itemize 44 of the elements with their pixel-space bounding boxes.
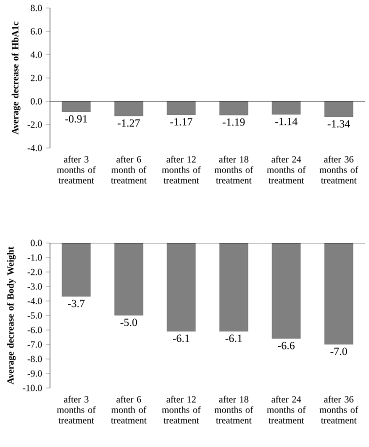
data-label: -5.0	[120, 318, 138, 326]
y-tick-label: -8.0	[28, 356, 42, 362]
y-axis-title: Average decrease of HbA1c	[12, 22, 20, 135]
data-label: -0.91	[65, 115, 87, 123]
x-tick-label: after 24 months of treatment	[267, 156, 306, 184]
y-tick-label: 0.0	[30, 240, 42, 246]
x-tick-label: after 24 months of treatment	[267, 396, 306, 424]
y-tick-label: 6.0	[30, 28, 42, 35]
data-label: -6.1	[225, 334, 242, 342]
y-tick-label: -2.0	[28, 268, 42, 276]
x-tick-label: after 18 months of treatment	[214, 156, 254, 184]
x-tick-label: after 6 month of treatment	[110, 396, 147, 424]
y-tick-label: -1.0	[28, 254, 42, 261]
data-label: -1.19	[222, 118, 245, 126]
y-tick-label: -10.0	[22, 384, 42, 392]
x-tick-label: after 3 months of treatment	[57, 156, 96, 184]
data-label: -1.27	[118, 119, 140, 127]
x-tick-label: after 36 months of treatment	[320, 396, 358, 424]
y-tick-label: -3.0	[28, 283, 42, 290]
data-label: -6.1	[172, 334, 190, 342]
y-tick-label: 4.0	[30, 51, 42, 58]
x-tick-label: after 3 months of treatment	[57, 396, 96, 424]
y-tick-label: 8.0	[30, 4, 42, 12]
y-tick-label: -5.0	[28, 312, 42, 319]
y-tick-label: -7.0	[28, 341, 42, 348]
y-tick-label: -4.0	[28, 298, 42, 304]
y-tick-label: -2.0	[28, 121, 42, 128]
y-tick-label: -9.0	[28, 370, 42, 377]
x-tick-label: after 12 months of treatment	[162, 396, 201, 424]
data-label: -1.34	[328, 120, 350, 128]
y-axis-title: Average decrease of Body Weight	[6, 246, 16, 384]
data-label: -3.7	[68, 300, 85, 308]
x-tick-label: after 6 month of treatment	[110, 156, 147, 184]
x-tick-label: after 12 months of treatment	[162, 156, 201, 184]
y-tick-label: -6.0	[28, 326, 42, 334]
data-label: -1.14	[275, 118, 298, 126]
x-tick-label: after 36 months of treatment	[320, 156, 358, 184]
data-label: -1.17	[170, 118, 192, 126]
y-tick-label: -4.0	[28, 144, 42, 152]
data-label: -6.6	[278, 342, 295, 350]
x-tick-label: after 18 months of treatment	[214, 396, 254, 424]
y-tick-label: 0.0	[30, 98, 42, 105]
y-tick-label: 2.0	[30, 74, 42, 82]
data-label: -7.0	[330, 348, 348, 356]
